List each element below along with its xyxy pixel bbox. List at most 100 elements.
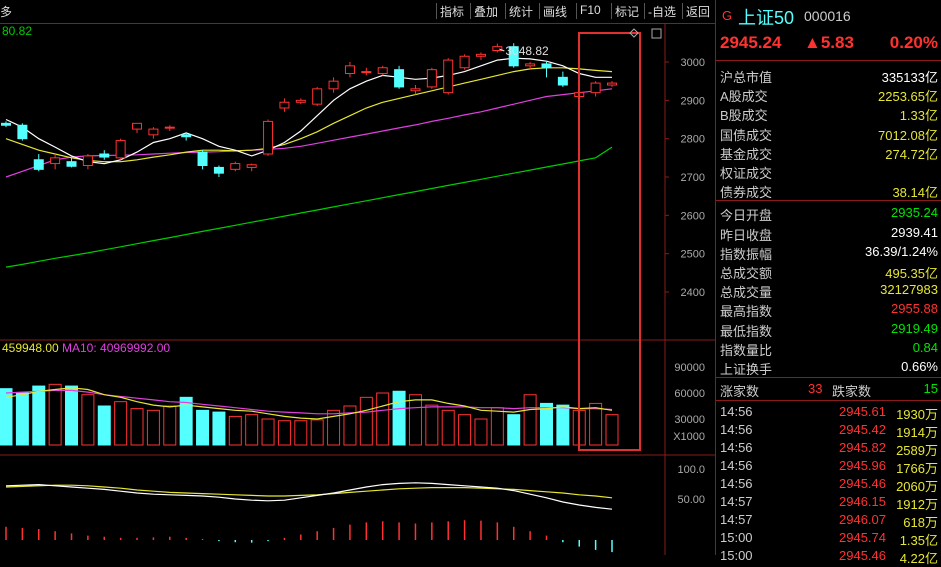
advance-decline-row: 涨家数 33 跌家数 15 xyxy=(716,379,941,399)
stat-value: 36.39/1.24% xyxy=(864,243,938,259)
stat-label: 总成交额 xyxy=(720,266,773,281)
stat-label: 指数量比 xyxy=(720,342,773,358)
g-badge: G xyxy=(722,8,733,23)
volume-bar xyxy=(65,385,79,446)
toolbar-button-3[interactable]: 画线 xyxy=(543,5,568,19)
stat-value: 38.14亿 xyxy=(892,185,938,201)
toolbar-button-4[interactable]: F10 xyxy=(580,3,601,17)
candle-body xyxy=(410,88,421,92)
ma60-line xyxy=(5,146,613,268)
stat-row: 上证换手 0.66% xyxy=(716,357,941,377)
index-name[interactable]: 上证50 xyxy=(738,8,795,28)
candlestick-chart[interactable]: 3000 2900 2800 2700 2600 2500 2400 90000 60000 30… xyxy=(0,0,715,555)
candle-body xyxy=(312,88,323,105)
volume-axis-label: 60000 xyxy=(674,388,705,400)
down-count: 15 xyxy=(923,381,938,397)
stat-row: 总成交量 32127983 xyxy=(716,280,941,300)
toolbar-button-0[interactable]: 指标 xyxy=(440,5,465,19)
peak-pointer xyxy=(499,48,505,52)
volume-bar xyxy=(556,404,570,446)
change-value: ▲5.83 xyxy=(804,33,854,52)
price-axis-label: 2700 xyxy=(681,172,705,184)
ma5-line xyxy=(5,57,612,165)
candle-body xyxy=(377,67,388,74)
stat-row: 最低指数 2919.49 xyxy=(716,319,941,339)
tick-price: 2945.96 xyxy=(839,458,886,474)
stat-value: 1.33亿 xyxy=(899,108,938,124)
toolbar-separator xyxy=(644,3,645,19)
toolbar-separator xyxy=(611,3,612,19)
stat-label: 沪总市值 xyxy=(720,70,773,85)
candle-body xyxy=(279,101,290,109)
tick-row: 14:56 2945.42 1914万 xyxy=(716,421,941,441)
volume-axis-label: 90000 xyxy=(674,362,705,374)
candle-body xyxy=(197,151,208,166)
stat-row: 债券成交 38.14亿 xyxy=(716,180,941,201)
candle-body xyxy=(459,55,470,69)
stat-label: 最高指数 xyxy=(720,304,773,320)
volume-bar xyxy=(196,409,210,446)
tick-row: 14:56 2945.96 1766万 xyxy=(716,457,941,476)
tick-row: 14:57 2946.07 618万 xyxy=(716,511,941,530)
tick-volume: 1.35亿 xyxy=(899,533,938,549)
tick-row: 14:56 2945.82 2589万 xyxy=(716,439,941,458)
volume-unit-label: X1000 xyxy=(673,431,705,443)
tick-time: 14:56 xyxy=(720,404,753,420)
volume-bar xyxy=(97,405,111,446)
stat-value: 2919.49 xyxy=(891,320,938,336)
candle-body xyxy=(17,124,28,140)
quote-panel: G 上证50 000016 2945.24 ▲5.83 0.20% 沪总市值 33… xyxy=(715,0,941,566)
volume-bar xyxy=(261,418,275,446)
toolbar-separator xyxy=(539,3,540,19)
volume-bar xyxy=(408,394,422,446)
candle-body xyxy=(525,63,536,67)
divider xyxy=(716,377,941,379)
indicator-axis-label: 50.00 xyxy=(677,494,705,506)
tick-volume: 1912万 xyxy=(896,497,938,513)
tick-volume: 1930万 xyxy=(896,407,938,423)
candle-body xyxy=(263,120,274,155)
candle-body xyxy=(1,122,11,126)
volume-bar xyxy=(179,396,193,446)
stat-row: B股成交 1.33亿 xyxy=(716,103,941,124)
toolbar-button-7[interactable]: 返回 xyxy=(686,5,711,19)
price-axis-label: 2800 xyxy=(681,134,705,146)
stat-value: 2955.88 xyxy=(891,301,938,317)
volume-bar xyxy=(605,414,619,446)
candle-body xyxy=(33,159,44,170)
candle-body xyxy=(213,166,224,174)
highlight-box xyxy=(578,32,641,451)
toolbar-separator xyxy=(470,3,471,19)
volume-bar xyxy=(81,394,95,446)
toolbar-button-5[interactable]: 标记 xyxy=(615,5,640,19)
candle-body xyxy=(541,63,552,69)
volume-bar xyxy=(48,383,62,446)
stat-value: 2935.24 xyxy=(891,205,938,221)
volume-bar xyxy=(146,409,160,446)
tick-volume: 1914万 xyxy=(896,425,938,441)
tick-time: 14:57 xyxy=(720,494,753,510)
stat-value: 2253.65亿 xyxy=(878,89,938,105)
tick-volume: 4.22亿 xyxy=(899,551,938,567)
stat-value: 0.66% xyxy=(901,359,938,374)
stat-label: 权证成交 xyxy=(720,166,773,181)
toolbar-button-1[interactable]: 叠加 xyxy=(474,5,499,19)
tick-price: 2945.42 xyxy=(839,422,886,438)
tick-time: 14:57 xyxy=(720,512,753,528)
stat-row: 国债成交 7012.08亿 xyxy=(716,123,941,143)
stat-row: 指数量比 0.84 xyxy=(716,338,941,358)
toolbar-button-2[interactable]: 统计 xyxy=(509,5,534,19)
toolbar-button-6[interactable]: -自选 xyxy=(648,5,676,19)
stat-row: 沪总市值 335133亿 xyxy=(716,65,941,85)
candle-body xyxy=(164,126,175,129)
toolbar-separator xyxy=(682,3,683,19)
divider xyxy=(716,200,941,202)
price-axis-label: 2500 xyxy=(681,249,705,261)
window-toggle-icon xyxy=(651,28,662,39)
ma-partial-label: 80.82 xyxy=(2,24,32,38)
ma20-line xyxy=(5,88,613,178)
candle-body xyxy=(246,164,257,168)
stat-value: 32127983 xyxy=(880,282,938,298)
tick-time: 15:00 xyxy=(720,530,753,546)
volume-bar xyxy=(228,415,242,446)
